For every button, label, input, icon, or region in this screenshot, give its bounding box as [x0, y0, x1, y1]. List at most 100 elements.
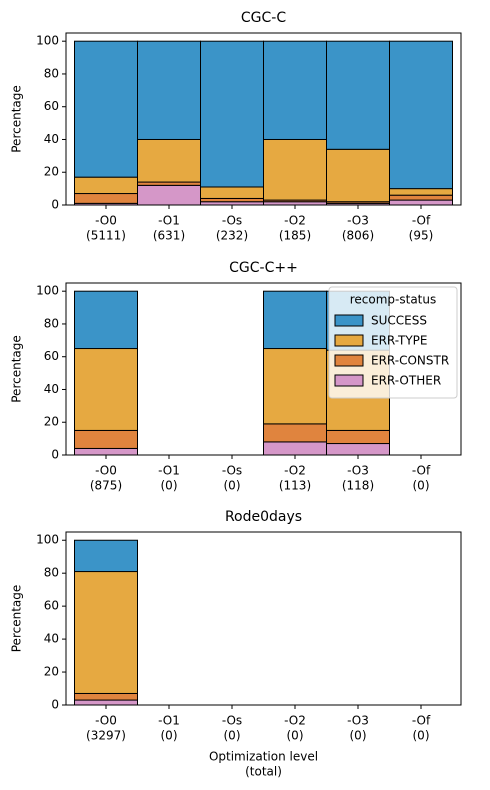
y-tick-label: 0 [51, 448, 59, 462]
x-tick-total: (0) [224, 729, 241, 743]
chart-title: CGC-C [241, 10, 286, 26]
bar-segment [326, 429, 390, 445]
x-tick-total: (875) [90, 479, 122, 493]
x-tick-total: (0) [350, 729, 367, 743]
x-tick-label: -O1 [158, 214, 180, 228]
axes-frame [65, 531, 462, 706]
bar-segment [263, 441, 327, 456]
x-tick-label: -Of [412, 214, 431, 228]
legend-swatch [334, 374, 364, 387]
y-tick-label: 60 [44, 99, 59, 113]
legend-title: recomp-status [350, 293, 437, 307]
legend-label: SUCCESS [371, 314, 427, 328]
legend: recomp-status SUCCESS ERR-TYPE ERR-CONSTR ER… [328, 286, 458, 399]
bar-segment [74, 571, 138, 694]
x-tick-total: (113) [279, 479, 311, 493]
y-axis-label: Percentage [10, 585, 24, 653]
legend-label: ERR-CONSTR [371, 354, 449, 368]
y-tick-label: 100 [36, 284, 59, 298]
bar-segment [263, 348, 327, 425]
bar-segment [74, 429, 138, 449]
y-tick-label: 40 [44, 382, 59, 396]
bar-segment [389, 194, 453, 201]
x-tick-label: -O1 [158, 464, 180, 478]
y-tick-label: 20 [44, 415, 59, 429]
x-tick-label: -O3 [347, 714, 369, 728]
x-tick-total: (232) [216, 229, 248, 243]
y-tick-label: 80 [44, 316, 59, 330]
legend-label: ERR-TYPE [371, 334, 427, 348]
y-tick-label: 80 [44, 66, 59, 80]
legend-swatch [334, 334, 364, 347]
x-axis-label: (total) [245, 765, 282, 779]
bar-segment [326, 148, 390, 203]
x-tick-total: (0) [224, 479, 241, 493]
x-tick-total: (0) [413, 479, 430, 493]
x-tick-label: -O1 [158, 714, 180, 728]
x-tick-label: -Os [222, 464, 242, 478]
bar-segment [137, 138, 201, 183]
axes-frame [65, 32, 462, 206]
legend-swatch [334, 314, 364, 327]
x-axis-label: Optimization level [209, 750, 318, 764]
bar-segment [263, 423, 327, 443]
y-axis-label: Percentage [10, 85, 24, 153]
bar-segment [326, 443, 390, 456]
x-tick-label: -O0 [95, 214, 117, 228]
y-tick-label: 80 [44, 566, 59, 580]
x-tick-label: -O0 [95, 714, 117, 728]
bar-segment [74, 699, 138, 706]
x-tick-label: -O3 [347, 214, 369, 228]
x-tick-label: -Os [222, 714, 242, 728]
x-tick-label: -O3 [347, 464, 369, 478]
bar-segment [74, 539, 138, 573]
chart-title: Rode0days [225, 509, 302, 525]
bar-segment [74, 176, 138, 195]
x-tick-total: (0) [161, 729, 178, 743]
axes-frame [65, 282, 462, 456]
bar-segment [74, 348, 138, 431]
y-tick-label: 100 [36, 34, 59, 48]
x-tick-total: (5111) [86, 229, 126, 243]
chart-title: CGC-C++ [229, 260, 298, 276]
x-tick-label: -Of [412, 714, 431, 728]
y-tick-label: 40 [44, 132, 59, 146]
bar-segment [200, 186, 264, 199]
bar-segment [74, 40, 138, 178]
bar-segment [74, 692, 138, 701]
x-tick-total: (0) [413, 729, 430, 743]
bar-segment [137, 40, 201, 140]
legend-swatch [334, 354, 364, 367]
bar-segment [263, 138, 327, 201]
bar-segment [200, 40, 264, 188]
y-tick-label: 20 [44, 665, 59, 679]
x-tick-total: (3297) [86, 729, 126, 743]
y-tick-label: 60 [44, 599, 59, 613]
bar-segment [263, 290, 327, 350]
x-tick-total: (0) [161, 479, 178, 493]
y-tick-label: 20 [44, 165, 59, 179]
bar-segment [263, 40, 327, 140]
x-tick-total: (118) [342, 479, 374, 493]
y-tick-label: 0 [51, 198, 59, 212]
x-tick-label: -O0 [95, 464, 117, 478]
y-tick-label: 100 [36, 533, 59, 547]
x-tick-label: -O2 [284, 714, 306, 728]
x-tick-label: -O2 [284, 464, 306, 478]
x-tick-total: (95) [409, 229, 434, 243]
bar-segment [326, 40, 390, 150]
bar-segment [389, 40, 453, 190]
bar-segment [74, 447, 138, 456]
y-tick-label: 0 [51, 698, 59, 712]
x-tick-total: (631) [153, 229, 185, 243]
x-tick-label: -Of [412, 464, 431, 478]
y-tick-label: 60 [44, 349, 59, 363]
x-tick-total: (185) [279, 229, 311, 243]
bar-segment [389, 188, 453, 196]
legend-label: ERR-OTHER [371, 374, 441, 388]
bar-segment [137, 184, 201, 206]
y-axis-label: Percentage [10, 335, 24, 403]
x-tick-label: -O2 [284, 214, 306, 228]
x-tick-label: -Os [222, 214, 242, 228]
